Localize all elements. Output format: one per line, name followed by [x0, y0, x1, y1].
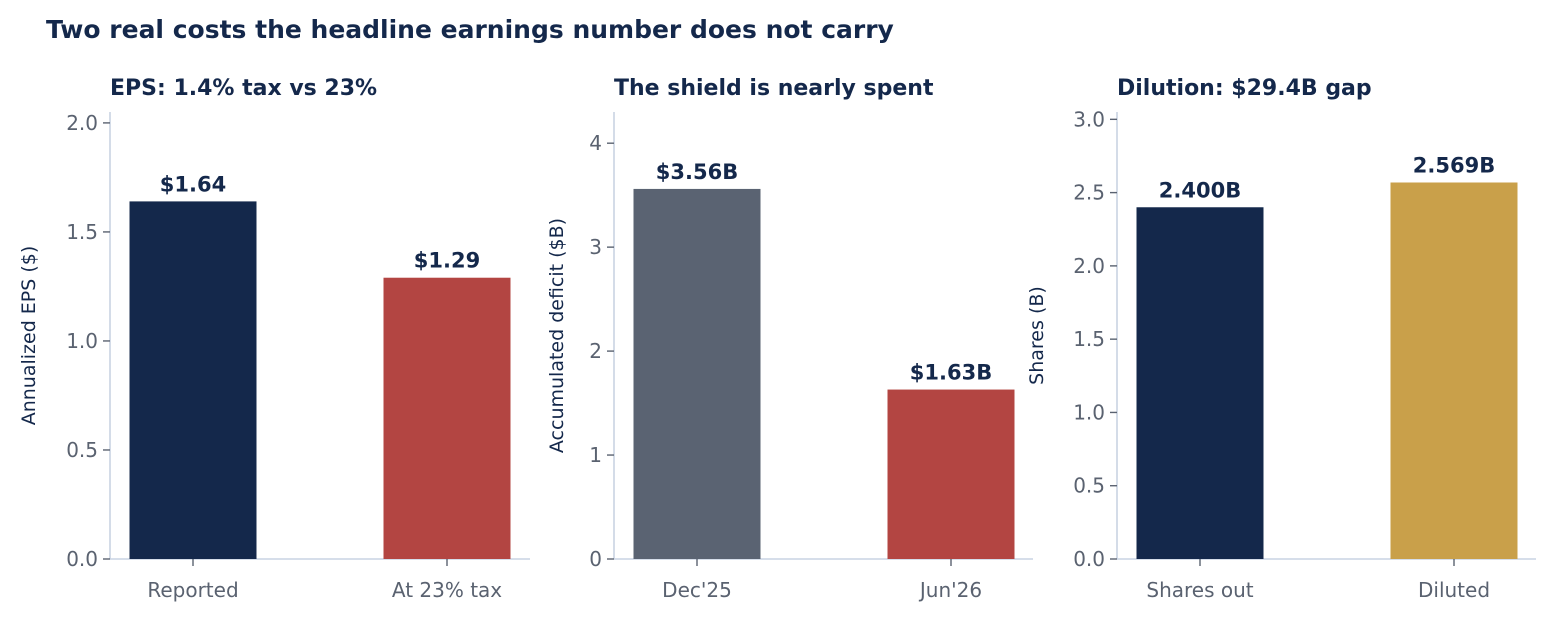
x-tick-label: Reported	[147, 578, 238, 602]
y-tick-label: 1.5	[1073, 327, 1105, 351]
data-label: $1.29	[414, 249, 480, 273]
x-tick-label: Diluted	[1418, 578, 1490, 602]
chart-title: Dilution: $29.4B gap	[1117, 76, 1372, 101]
y-tick-label: 1.0	[1073, 400, 1105, 424]
x-tick-label: Jun'26	[918, 578, 982, 602]
bar-1	[129, 201, 257, 559]
chart-panel-2: The shield is nearly spent Accumulated de…	[546, 76, 1033, 602]
y-tick-label: 0.5	[1073, 474, 1105, 498]
chart-panel-3: Dilution: $29.4B gap Shares (B) 0.0 0.5 1.0 1…	[1026, 76, 1536, 602]
bar-1	[633, 188, 761, 559]
data-label: $3.56B	[656, 160, 738, 184]
y-tick-label: 0.0	[1073, 547, 1105, 571]
x-tick-label: Dec'25	[662, 578, 732, 602]
y-tick-label: 0.0	[66, 547, 98, 571]
y-tick-label: 4	[589, 131, 602, 155]
data-label: 2.400B	[1159, 178, 1241, 202]
y-tick-label: 1	[589, 443, 602, 467]
data-label: $1.64	[160, 172, 226, 196]
y-tick-label: 2.0	[1073, 254, 1105, 278]
y-tick-label: 2	[589, 339, 602, 363]
y-tick-label: 0	[589, 547, 602, 571]
y-tick-label: 3.0	[1073, 107, 1105, 131]
figure-title: Two real costs the headline earnings num…	[46, 15, 894, 44]
x-tick-label: Shares out	[1146, 578, 1253, 602]
bar-2	[887, 389, 1015, 559]
y-tick-label: 1.5	[66, 220, 98, 244]
chart-panel-1: EPS: 1.4% tax vs 23% Annualized EPS ($) 0.…	[18, 76, 530, 602]
y-tick-label: 2.0	[66, 111, 98, 135]
y-axis-label: Accumulated deficit ($B)	[546, 218, 568, 453]
y-tick-label: 0.5	[66, 438, 98, 462]
data-label: $1.63B	[910, 361, 992, 385]
y-axis-label: Annualized EPS ($)	[18, 246, 40, 426]
bar-2	[383, 277, 511, 559]
chart-title: The shield is nearly spent	[614, 76, 934, 101]
y-axis-label: Shares (B)	[1026, 286, 1048, 385]
bar-2	[1390, 182, 1518, 560]
data-label: 2.569B	[1413, 153, 1495, 177]
y-tick-label: 1.0	[66, 329, 98, 353]
y-tick-label: 3	[589, 235, 602, 259]
chart-title: EPS: 1.4% tax vs 23%	[110, 76, 377, 101]
x-tick-label: At 23% tax	[392, 578, 502, 602]
y-tick-label: 2.5	[1073, 181, 1105, 205]
bar-1	[1136, 207, 1264, 559]
